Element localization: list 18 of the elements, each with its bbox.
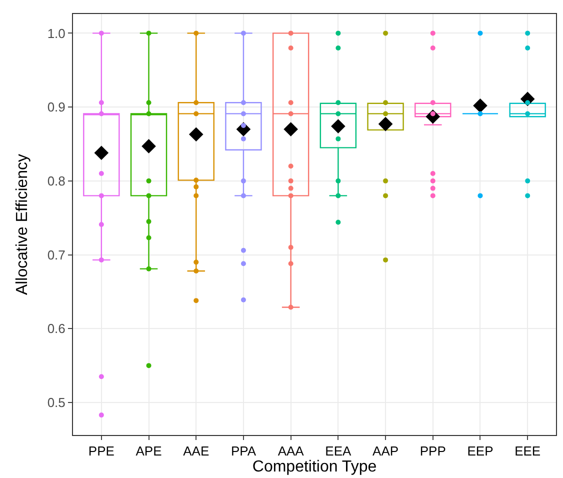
- x-tick-label: PPE: [88, 444, 115, 459]
- y-tick-label: 0.5: [47, 395, 66, 410]
- x-tick-label: EEP: [467, 444, 494, 459]
- y-tick-label: 1.0: [47, 26, 66, 41]
- x-tick-label: EEA: [325, 444, 352, 459]
- y-tick-label: 0.7: [47, 247, 66, 262]
- y-tick-label: 0.8: [47, 173, 66, 188]
- y-tick-label: 0.9: [47, 100, 66, 115]
- x-tick-label: AAE: [183, 444, 210, 459]
- x-axis-title: Competition Type: [252, 458, 377, 476]
- x-tick-label: AAP: [372, 444, 399, 459]
- y-axis-title: Allocative Efficiency: [14, 154, 32, 296]
- x-tick-label: AAA: [278, 444, 304, 459]
- x-tick-label: EEE: [514, 444, 541, 459]
- y-tick-label: 0.6: [47, 321, 66, 336]
- x-tick-label: PPP: [420, 444, 446, 459]
- x-tick-label: APE: [136, 444, 162, 459]
- x-tick-label: PPA: [230, 444, 256, 459]
